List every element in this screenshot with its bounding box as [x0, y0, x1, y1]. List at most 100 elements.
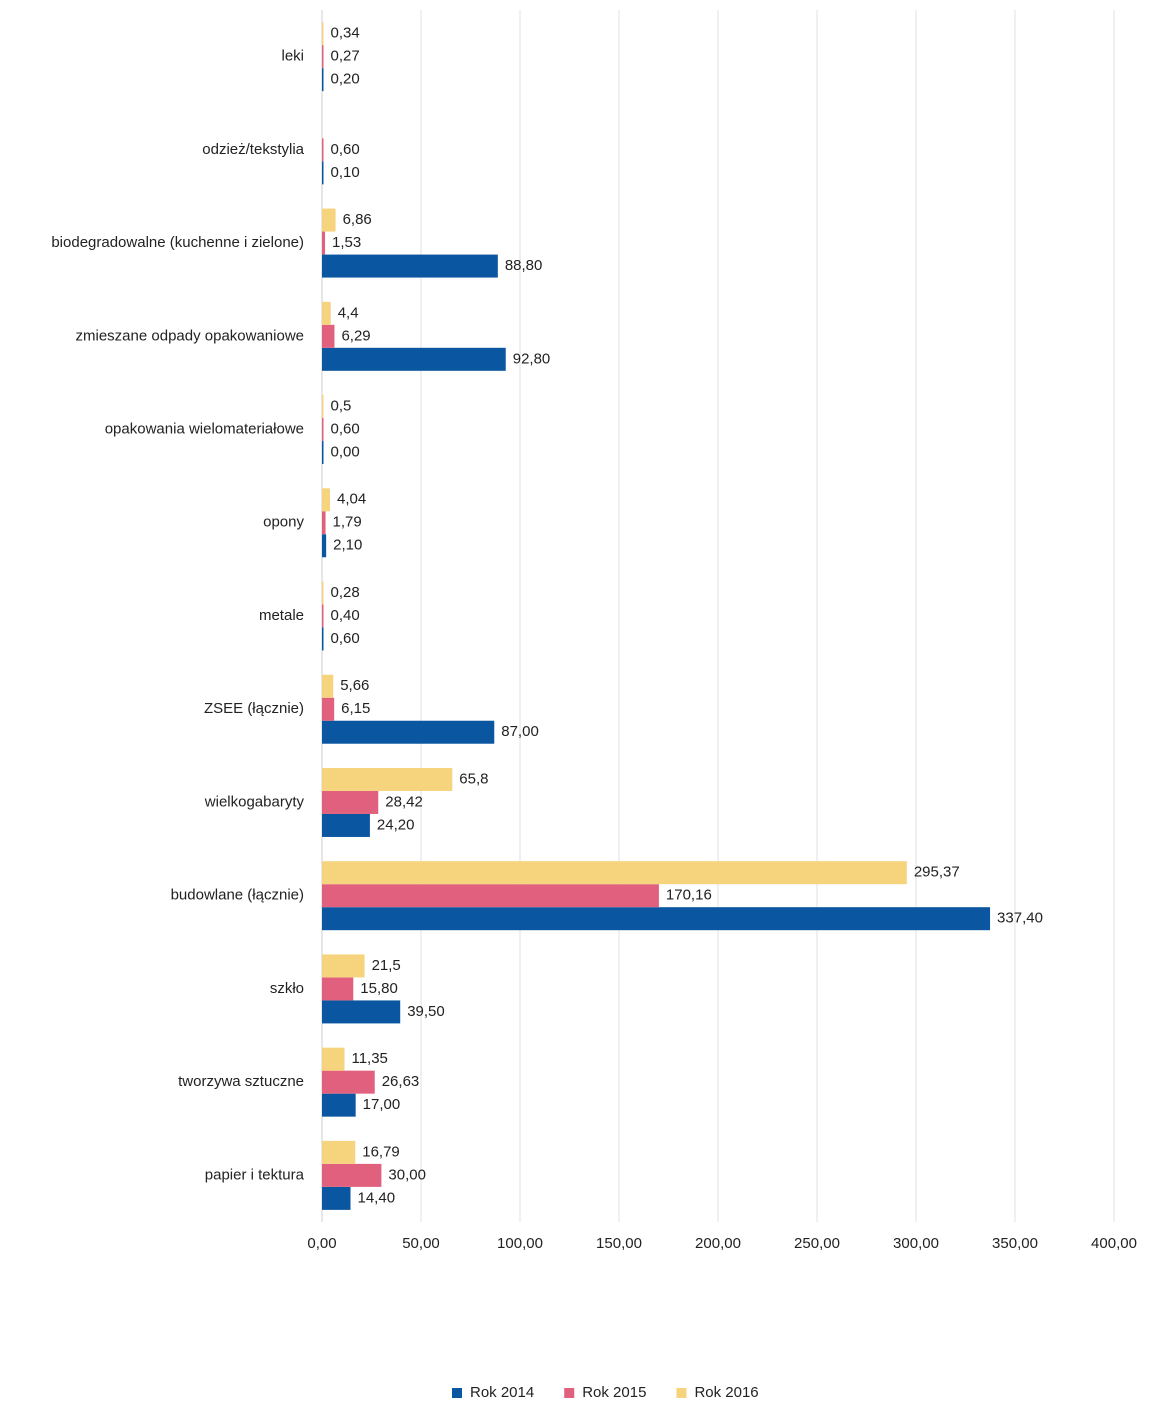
bar	[322, 324, 335, 348]
y-tick-label: wielkogabaryty	[204, 793, 305, 810]
y-tick-label: leki	[281, 48, 304, 65]
bar	[322, 534, 327, 558]
data-label: 0,60	[331, 141, 360, 158]
bar	[322, 138, 324, 162]
bar	[322, 395, 324, 419]
bar	[322, 22, 324, 46]
x-tick-label: 0,00	[307, 1235, 336, 1252]
data-label: 15,80	[360, 980, 398, 997]
y-tick-label: biodegradowalne (kuchenne i zielone)	[51, 234, 304, 251]
data-label: 0,5	[331, 398, 352, 415]
bar	[322, 977, 354, 1001]
data-label: 88,80	[505, 257, 543, 274]
bar	[322, 790, 379, 814]
legend-label: Rok 2015	[582, 1384, 646, 1401]
data-label: 26,63	[382, 1073, 420, 1090]
bar	[322, 208, 336, 232]
data-label: 5,66	[340, 677, 369, 694]
x-tick-label: 300,00	[893, 1235, 939, 1252]
data-label: 16,79	[362, 1143, 400, 1160]
bar	[322, 1070, 375, 1094]
y-tick-label: budowlane (łącznie)	[171, 887, 304, 904]
x-tick-label: 400,00	[1091, 1235, 1137, 1252]
y-tick-label: odzież/tekstylia	[202, 141, 304, 158]
bar	[322, 1140, 356, 1164]
bar	[322, 231, 326, 255]
y-tick-label: papier i tektura	[205, 1166, 305, 1183]
y-tick-label: opakowania wielomateriałowe	[105, 421, 304, 438]
bar	[322, 161, 324, 185]
data-label: 1,79	[333, 514, 362, 531]
data-label: 4,04	[337, 491, 366, 508]
bar	[322, 697, 335, 721]
y-tick-label: zmieszane odpady opakowaniowe	[76, 327, 304, 344]
bar	[322, 1093, 356, 1117]
legend-label: Rok 2014	[470, 1384, 534, 1401]
data-label: 0,60	[331, 630, 360, 647]
bar	[322, 347, 506, 371]
bar	[322, 861, 907, 885]
y-tick-label: metale	[259, 607, 304, 624]
bar	[322, 418, 324, 442]
x-tick-label: 150,00	[596, 1235, 642, 1252]
bar	[322, 954, 365, 978]
x-tick-label: 350,00	[992, 1235, 1038, 1252]
data-label: 39,50	[407, 1003, 445, 1020]
data-label: 0,34	[331, 25, 360, 42]
bar	[322, 767, 453, 791]
data-label: 65,8	[459, 770, 488, 787]
data-label: 30,00	[388, 1166, 426, 1183]
x-tick-label: 250,00	[794, 1235, 840, 1252]
bar	[322, 488, 330, 512]
data-label: 0,00	[331, 444, 360, 461]
data-label: 0,20	[331, 71, 360, 88]
bar	[322, 441, 324, 465]
data-label: 21,5	[372, 957, 401, 974]
data-label: 295,37	[914, 864, 960, 881]
y-tick-label: opony	[263, 514, 304, 531]
bar	[322, 68, 324, 92]
data-label: 337,40	[997, 910, 1043, 927]
y-tick-label: ZSEE (łącznie)	[204, 700, 304, 717]
y-tick-label: szkło	[270, 980, 304, 997]
legend-label: Rok 2016	[694, 1384, 758, 1401]
x-tick-label: 50,00	[402, 1235, 440, 1252]
bar	[322, 884, 659, 908]
data-label: 14,40	[358, 1189, 396, 1206]
data-label: 0,27	[331, 48, 360, 65]
y-tick-label: tworzywa sztuczne	[178, 1073, 304, 1090]
data-label: 6,86	[343, 211, 372, 228]
bar	[322, 674, 334, 698]
bar	[322, 1186, 351, 1210]
data-label: 0,28	[331, 584, 360, 601]
data-label: 0,60	[331, 421, 360, 438]
data-label: 28,42	[385, 793, 423, 810]
data-label: 92,80	[513, 350, 551, 367]
legend-swatch	[452, 1388, 462, 1398]
bar	[322, 511, 326, 535]
bar	[322, 45, 324, 69]
bar	[322, 301, 331, 325]
bar	[322, 627, 324, 651]
bar	[322, 581, 324, 605]
data-label: 11,35	[351, 1050, 387, 1067]
data-label: 0,40	[331, 607, 360, 624]
bar	[322, 1000, 401, 1024]
bar	[322, 720, 495, 744]
data-label: 0,10	[331, 164, 360, 181]
data-label: 6,29	[341, 327, 370, 344]
bar	[322, 604, 324, 628]
data-label: 24,20	[377, 816, 415, 833]
data-label: 17,00	[363, 1096, 401, 1113]
bar	[322, 1047, 345, 1071]
bar	[322, 907, 991, 931]
legend-swatch	[564, 1388, 575, 1398]
bar	[322, 254, 498, 278]
bar	[322, 1163, 382, 1187]
legend-swatch	[676, 1388, 687, 1398]
data-label: 4,4	[338, 304, 359, 321]
data-label: 87,00	[501, 723, 539, 740]
x-tick-label: 100,00	[497, 1235, 543, 1252]
data-label: 170,16	[666, 887, 712, 904]
